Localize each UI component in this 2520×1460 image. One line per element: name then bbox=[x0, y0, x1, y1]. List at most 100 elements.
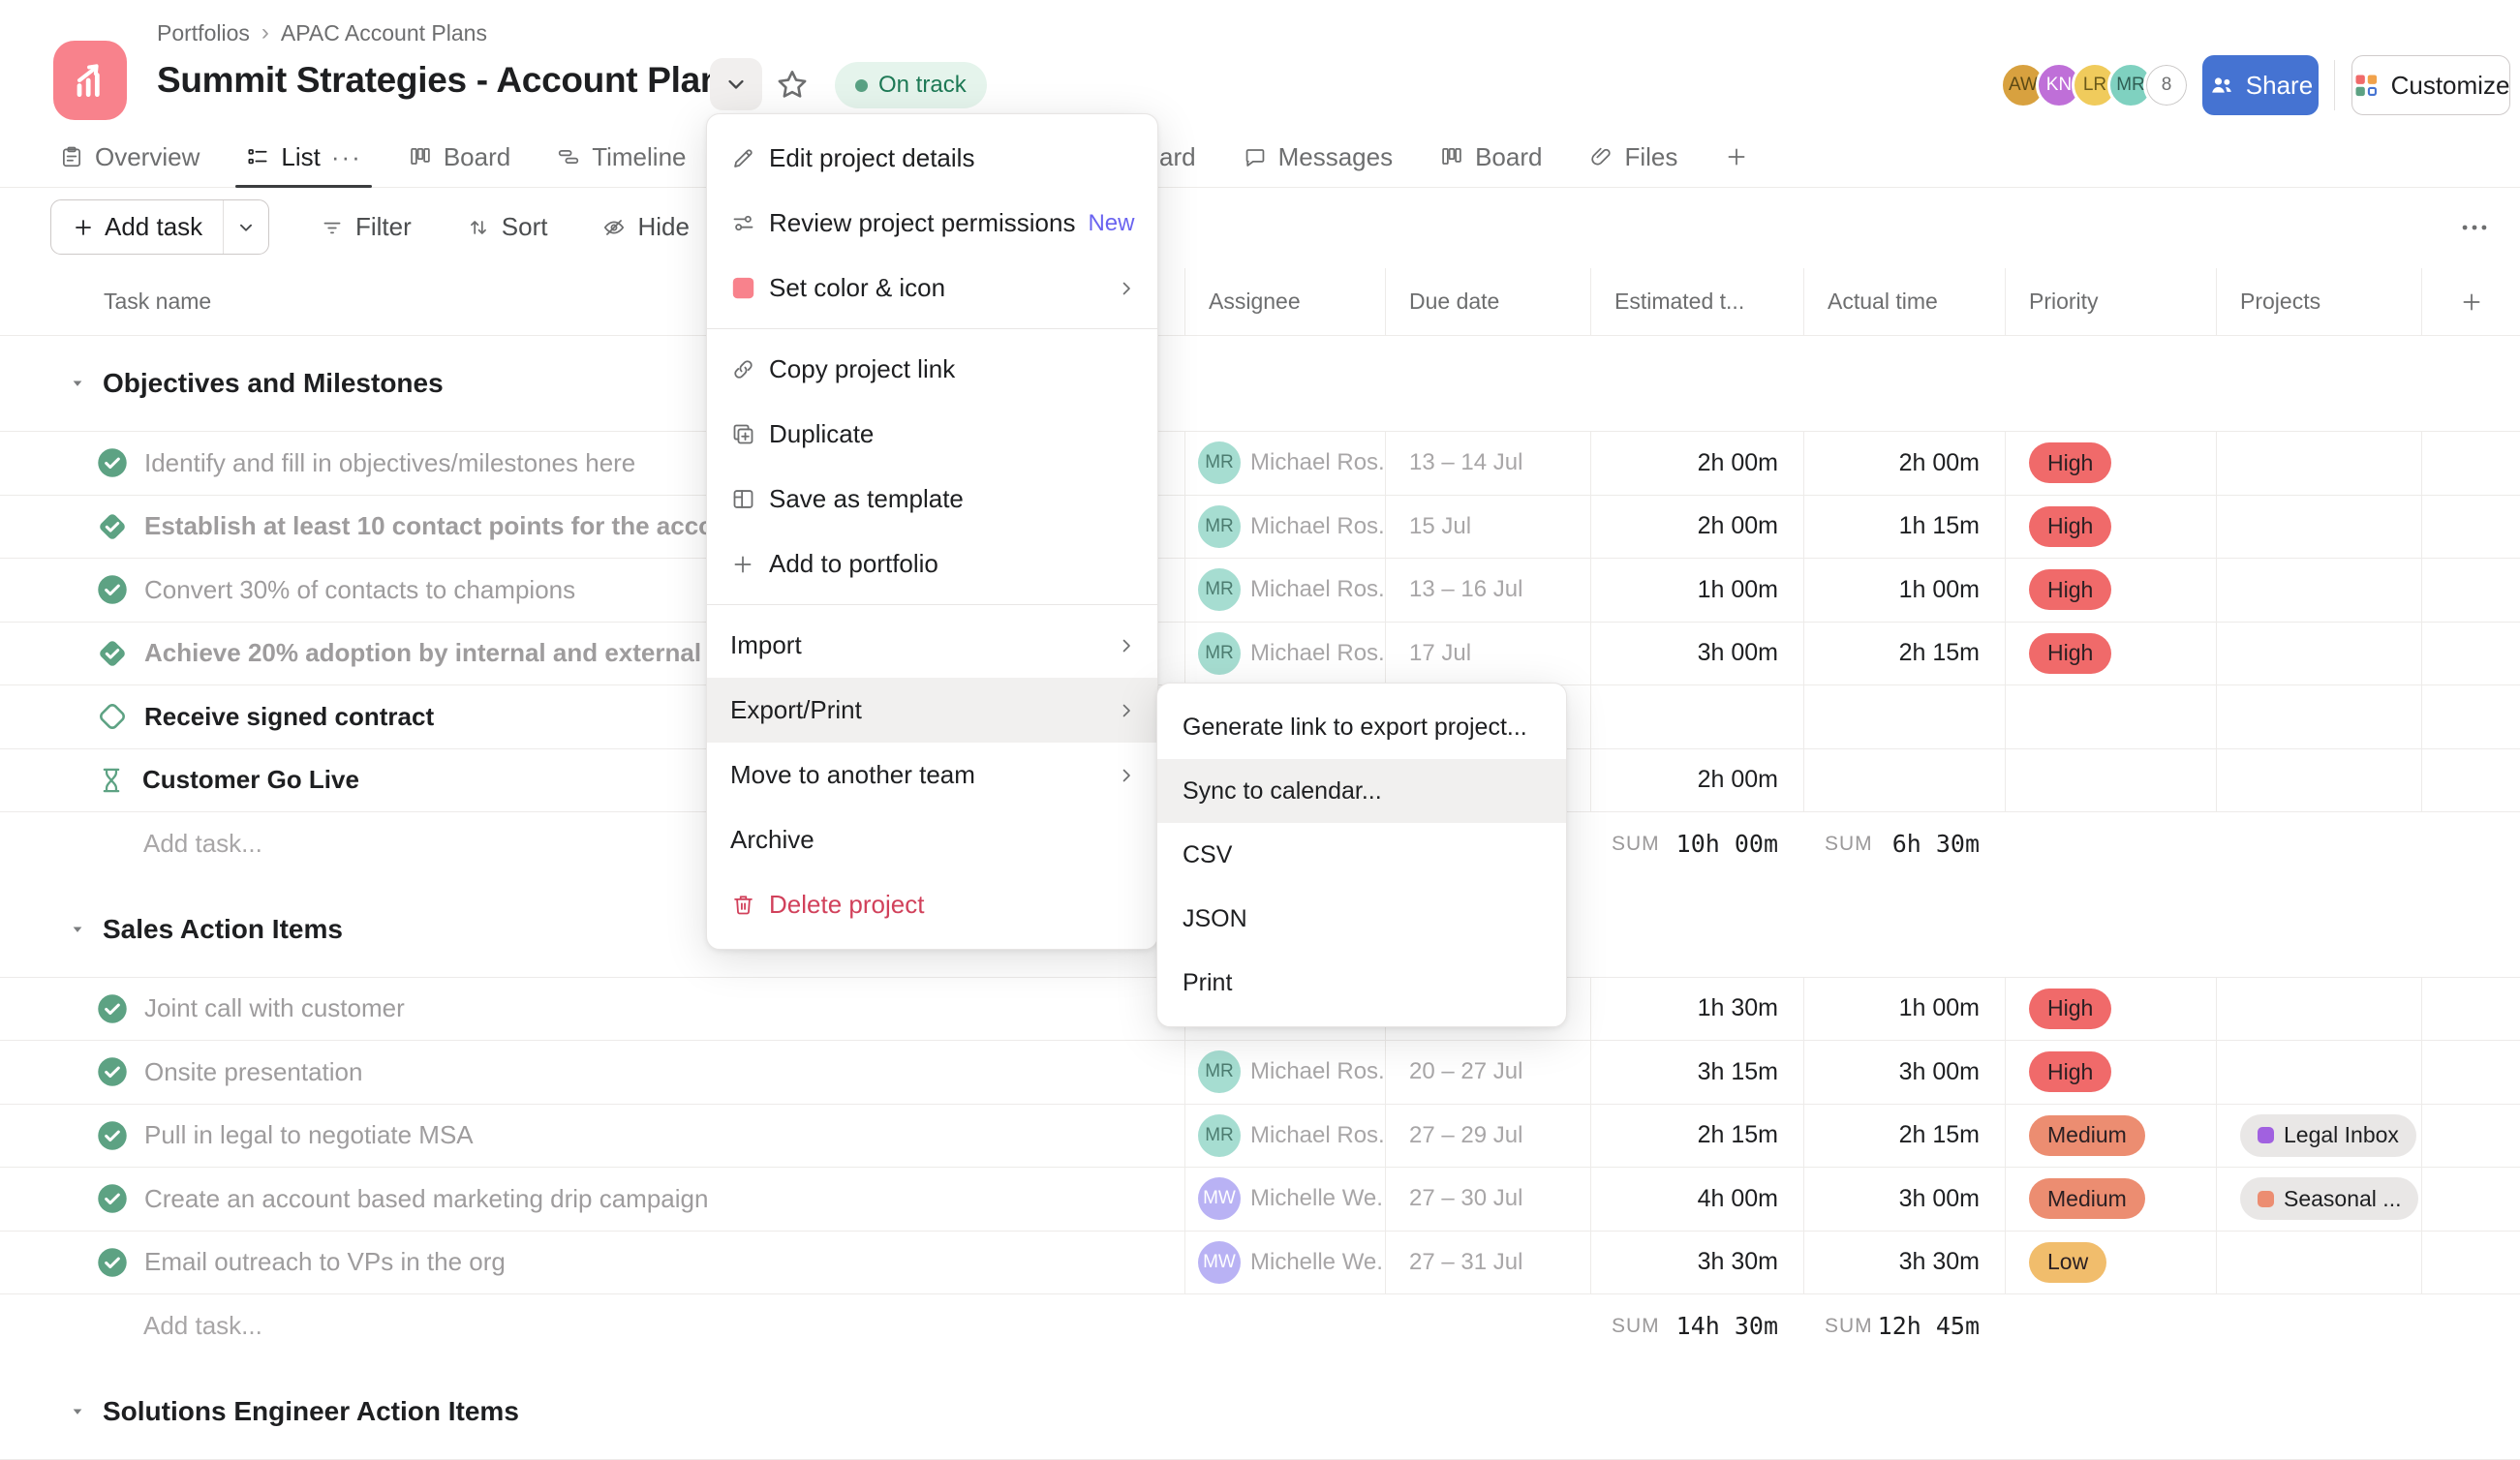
assignee-avatar[interactable]: MR bbox=[1198, 1114, 1241, 1157]
projects-cell[interactable] bbox=[2216, 1232, 2421, 1294]
due-date-cell[interactable]: 27 – 31 Jul bbox=[1385, 1232, 1590, 1294]
task-name[interactable]: Create an account based marketing drip c… bbox=[144, 1184, 708, 1214]
caret-down-icon[interactable] bbox=[68, 374, 87, 393]
priority-cell[interactable]: High bbox=[2005, 1041, 2216, 1104]
menu-item-edit-project-details[interactable]: Edit project details bbox=[707, 126, 1157, 191]
estimated-time-cell[interactable]: 3h 00m bbox=[1590, 623, 1803, 685]
actual-time-cell[interactable]: 2h 15m bbox=[1803, 1105, 2005, 1168]
estimated-time-cell[interactable]: 2h 00m bbox=[1590, 432, 1803, 495]
menu-item-duplicate[interactable]: Duplicate bbox=[707, 402, 1157, 467]
project-tag[interactable]: Seasonal ... bbox=[2240, 1177, 2418, 1220]
priority-cell[interactable]: Medium bbox=[2005, 1105, 2216, 1168]
caret-down-icon[interactable] bbox=[68, 920, 87, 939]
priority-badge[interactable]: High bbox=[2029, 1051, 2111, 1092]
tab-timeline[interactable]: Timeline bbox=[556, 126, 686, 188]
check-circle-icon[interactable] bbox=[94, 571, 131, 608]
column-header-projects[interactable]: Projects bbox=[2216, 268, 2421, 335]
add-task-button[interactable]: Add task bbox=[50, 199, 269, 255]
table-row[interactable]: Identify and fill in objectives/mileston… bbox=[0, 432, 2520, 496]
estimated-time-cell[interactable]: 1h 30m bbox=[1590, 978, 1803, 1041]
priority-badge[interactable]: High bbox=[2029, 442, 2111, 483]
tab-overview[interactable]: Overview bbox=[59, 126, 200, 188]
projects-cell[interactable] bbox=[2216, 432, 2421, 495]
priority-badge[interactable]: Medium bbox=[2029, 1115, 2145, 1156]
menu-item-set-color-icon[interactable]: Set color & icon bbox=[707, 256, 1157, 320]
projects-cell[interactable] bbox=[2216, 685, 2421, 748]
priority-badge[interactable]: High bbox=[2029, 989, 2111, 1029]
task-name[interactable]: Establish at least 10 contact points for… bbox=[144, 511, 729, 541]
actual-time-cell[interactable]: 1h 15m bbox=[1803, 496, 2005, 559]
priority-cell[interactable]: High bbox=[2005, 623, 2216, 685]
assignee-avatar[interactable]: MR bbox=[1198, 1050, 1241, 1093]
tab-plus[interactable] bbox=[1724, 126, 1749, 188]
assignee-cell[interactable]: MRMichael Ros... bbox=[1184, 496, 1385, 559]
projects-cell[interactable] bbox=[2216, 623, 2421, 685]
assignee-cell[interactable]: MRMichael Ros... bbox=[1184, 623, 1385, 685]
estimated-time-cell[interactable]: 3h 30m bbox=[1590, 1232, 1803, 1294]
task-name[interactable]: Joint call with customer bbox=[144, 993, 405, 1023]
projects-cell[interactable]: Legal Inbox bbox=[2216, 1105, 2421, 1168]
priority-cell[interactable] bbox=[2005, 749, 2216, 812]
menu-item-delete-project[interactable]: Delete project bbox=[707, 872, 1157, 937]
task-name[interactable]: Receive signed contract bbox=[144, 702, 434, 732]
projects-cell[interactable] bbox=[2216, 1041, 2421, 1104]
due-date-cell[interactable]: 13 – 16 Jul bbox=[1385, 559, 1590, 622]
due-date-cell[interactable]: 15 Jul bbox=[1385, 496, 1590, 559]
due-date-cell[interactable]: 27 – 30 Jul bbox=[1385, 1168, 1590, 1231]
column-header-due-date[interactable]: Due date bbox=[1385, 268, 1590, 335]
avatar[interactable]: 8 bbox=[2143, 62, 2190, 108]
column-header-assignee[interactable]: Assignee bbox=[1184, 268, 1385, 335]
task-name[interactable]: Identify and fill in objectives/mileston… bbox=[144, 448, 635, 478]
estimated-time-cell[interactable]: 4h 00m bbox=[1590, 1168, 1803, 1231]
priority-badge[interactable]: Low bbox=[2029, 1242, 2106, 1283]
assignee-avatar[interactable]: MR bbox=[1198, 568, 1241, 611]
estimated-time-cell[interactable]: 1h 00m bbox=[1590, 559, 1803, 622]
breadcrumb-portfolio-name[interactable]: APAC Account Plans bbox=[281, 20, 487, 46]
table-row[interactable]: Onsite presentation MRMichael Ros...20 – … bbox=[0, 1041, 2520, 1105]
project-tag[interactable]: Legal Inbox bbox=[2240, 1114, 2416, 1157]
task-name[interactable]: Customer Go Live bbox=[142, 765, 359, 795]
assignee-avatar[interactable]: MR bbox=[1198, 632, 1241, 675]
assignee-cell[interactable]: MRMichael Ros... bbox=[1184, 1041, 1385, 1104]
actual-time-cell[interactable]: 3h 00m bbox=[1803, 1168, 2005, 1231]
menu-item-archive[interactable]: Archive bbox=[707, 807, 1157, 872]
column-header-priority[interactable]: Priority bbox=[2005, 268, 2216, 335]
menu-item-save-as-template[interactable]: Save as template bbox=[707, 467, 1157, 532]
column-header-estimated-t[interactable]: Estimated t... bbox=[1590, 268, 1803, 335]
menu-item-import[interactable]: Import bbox=[707, 613, 1157, 678]
priority-cell[interactable]: High bbox=[2005, 978, 2216, 1041]
filter-button[interactable]: Filter bbox=[320, 212, 412, 242]
actual-time-cell[interactable]: 1h 00m bbox=[1803, 559, 2005, 622]
actual-time-cell[interactable]: 1h 00m bbox=[1803, 978, 2005, 1041]
tab-list[interactable]: List··· bbox=[245, 126, 361, 188]
due-date-cell[interactable]: 20 – 27 Jul bbox=[1385, 1041, 1590, 1104]
task-name[interactable]: Email outreach to VPs in the org bbox=[144, 1247, 506, 1277]
add-task-row-button[interactable]: Add task... bbox=[0, 1294, 1184, 1358]
customize-button[interactable]: Customize bbox=[2351, 55, 2510, 115]
table-row[interactable]: Pull in legal to negotiate MSAMRMichael … bbox=[0, 1105, 2520, 1169]
projects-cell[interactable] bbox=[2216, 559, 2421, 622]
priority-badge[interactable]: High bbox=[2029, 506, 2111, 547]
priority-cell[interactable]: High bbox=[2005, 432, 2216, 495]
add-task-main[interactable]: Add task bbox=[51, 200, 223, 254]
menu-item-copy-project-link[interactable]: Copy project link bbox=[707, 337, 1157, 402]
estimated-time-cell[interactable]: 2h 00m bbox=[1590, 749, 1803, 812]
tab-ard[interactable]: ard bbox=[1159, 126, 1196, 188]
submenu-item-sync-to-calendar[interactable]: Sync to calendar... bbox=[1157, 759, 1566, 823]
sort-button[interactable]: Sort bbox=[466, 212, 548, 242]
share-button[interactable]: Share bbox=[2202, 55, 2319, 115]
table-row[interactable]: Email outreach to VPs in the org MWMichel… bbox=[0, 1232, 2520, 1295]
table-row[interactable]: Convert 30% of contacts to championsMRMi… bbox=[0, 559, 2520, 623]
actual-time-cell[interactable]: 2h 15m bbox=[1803, 623, 2005, 685]
task-name[interactable]: Pull in legal to negotiate MSA bbox=[144, 1120, 474, 1150]
actual-time-cell[interactable]: 2h 00m bbox=[1803, 432, 2005, 495]
actual-time-cell[interactable] bbox=[1803, 749, 2005, 812]
priority-cell[interactable] bbox=[2005, 685, 2216, 748]
actual-time-cell[interactable] bbox=[1803, 685, 2005, 748]
task-name[interactable]: Onsite presentation bbox=[144, 1057, 362, 1087]
assignee-cell[interactable]: MWMichelle We... bbox=[1184, 1232, 1385, 1294]
caret-down-icon[interactable] bbox=[68, 1402, 87, 1421]
status-badge[interactable]: On track bbox=[835, 62, 987, 108]
check-circle-icon[interactable] bbox=[94, 990, 131, 1027]
menu-item-add-to-portfolio[interactable]: Add to portfolio bbox=[707, 532, 1157, 596]
